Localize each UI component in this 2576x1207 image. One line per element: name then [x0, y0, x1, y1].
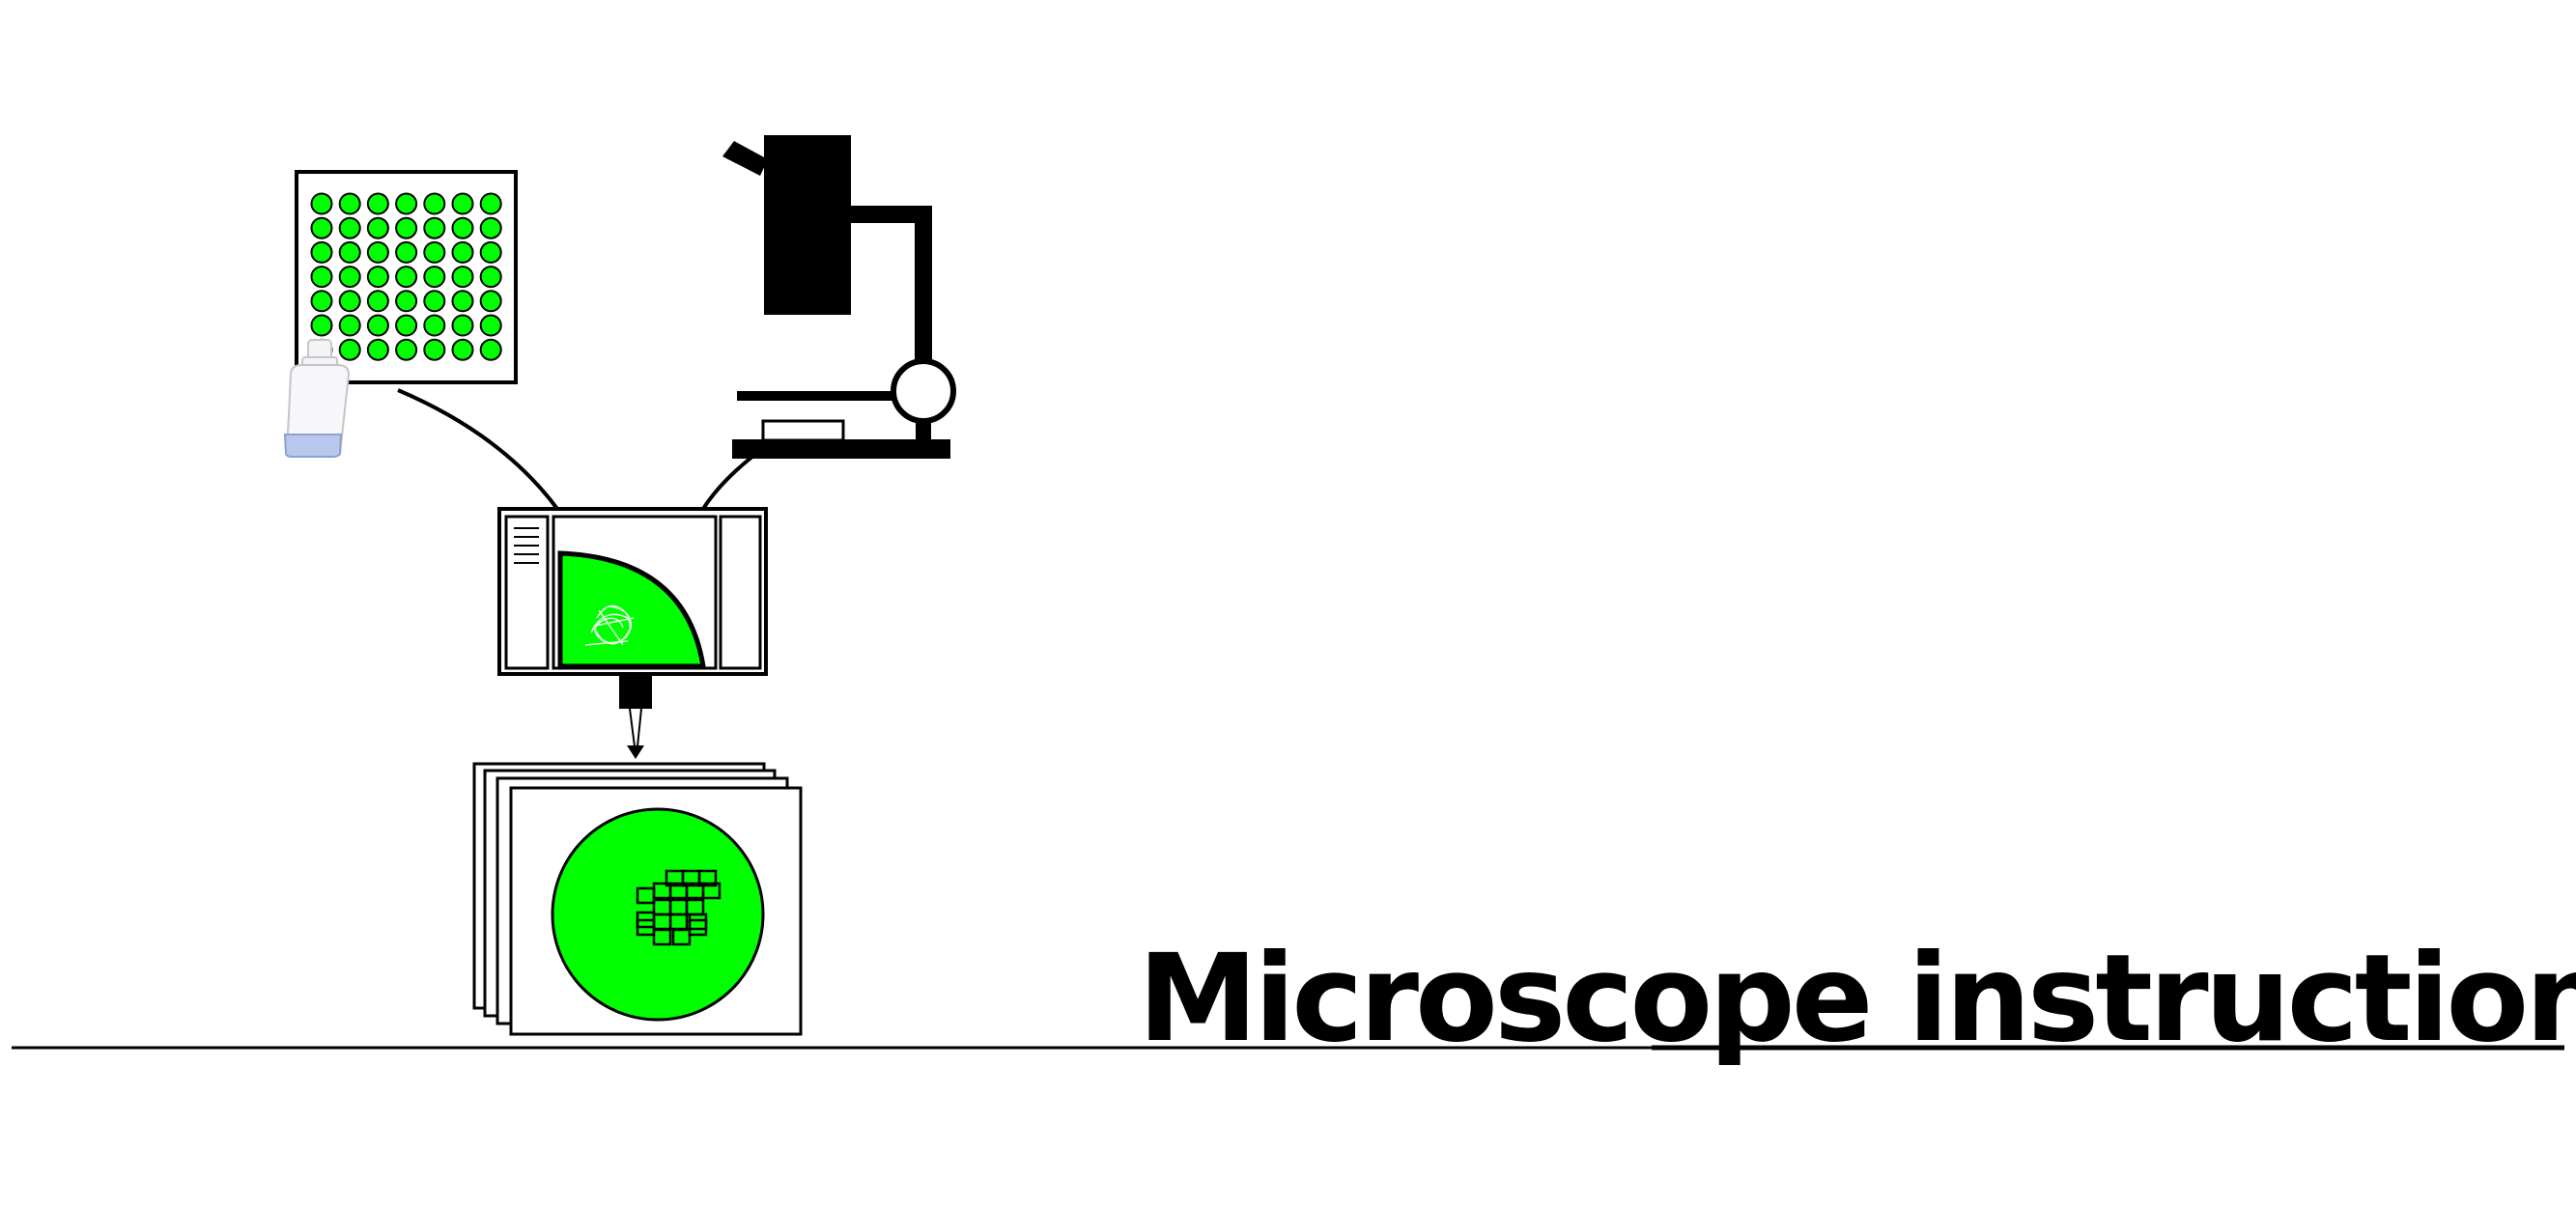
- well: [395, 240, 418, 264]
- well: [479, 240, 502, 264]
- imaging-tile: [701, 882, 722, 900]
- imaging-tile: [688, 918, 708, 937]
- well: [310, 314, 333, 337]
- well: [451, 192, 474, 215]
- microscope-to-software-connector: [701, 454, 755, 511]
- imaging-grid-icon: [636, 869, 722, 946]
- well: [423, 290, 446, 313]
- plate-to-software-connector: [397, 388, 559, 511]
- well: [366, 266, 389, 289]
- well: [451, 314, 474, 337]
- well: [366, 240, 389, 264]
- diagram-title: Microscope instructions: [1138, 929, 2576, 1069]
- well: [479, 314, 502, 337]
- well: [366, 314, 389, 337]
- well: [395, 290, 418, 313]
- well: [451, 240, 474, 264]
- sample-texture: [584, 604, 635, 646]
- well: [310, 266, 333, 289]
- well: [451, 266, 474, 289]
- well: [310, 290, 333, 313]
- bottle-liquid: [283, 434, 343, 458]
- well: [479, 338, 502, 361]
- well: [451, 290, 474, 313]
- well: [310, 240, 333, 264]
- well: [423, 192, 446, 215]
- sample-quadrant: [557, 550, 706, 669]
- well: [423, 216, 446, 239]
- microscope-icon: [722, 135, 956, 459]
- well: [395, 338, 418, 361]
- wash-bottle-icon: [283, 339, 351, 458]
- well: [366, 192, 389, 215]
- well: [395, 314, 418, 337]
- well: [338, 314, 361, 337]
- imaging-tile: [697, 869, 718, 887]
- well: [338, 290, 361, 313]
- well: [338, 240, 361, 264]
- well: [423, 314, 446, 337]
- well: [479, 290, 502, 313]
- well-grid: [310, 192, 502, 361]
- imaging-tile: [636, 918, 656, 937]
- well: [423, 266, 446, 289]
- well: [366, 290, 389, 313]
- acquisition-software-icon: [497, 507, 768, 759]
- well-plate-icon: [295, 170, 518, 384]
- well: [479, 192, 502, 215]
- well: [366, 216, 389, 239]
- well: [338, 216, 361, 239]
- well: [310, 216, 333, 239]
- well: [451, 338, 474, 361]
- well: [479, 216, 502, 239]
- well: [395, 192, 418, 215]
- well: [451, 216, 474, 239]
- well: [366, 338, 389, 361]
- well: [395, 216, 418, 239]
- imaging-tile: [671, 928, 692, 946]
- well: [479, 266, 502, 289]
- image-stack-icon: [472, 762, 803, 1036]
- well: [338, 266, 361, 289]
- well: [423, 240, 446, 264]
- well: [338, 192, 361, 215]
- well: [338, 338, 361, 361]
- well: [395, 266, 418, 289]
- imaging-tile: [636, 886, 656, 905]
- imaging-tile: [652, 928, 672, 946]
- well: [310, 192, 333, 215]
- well: [423, 338, 446, 361]
